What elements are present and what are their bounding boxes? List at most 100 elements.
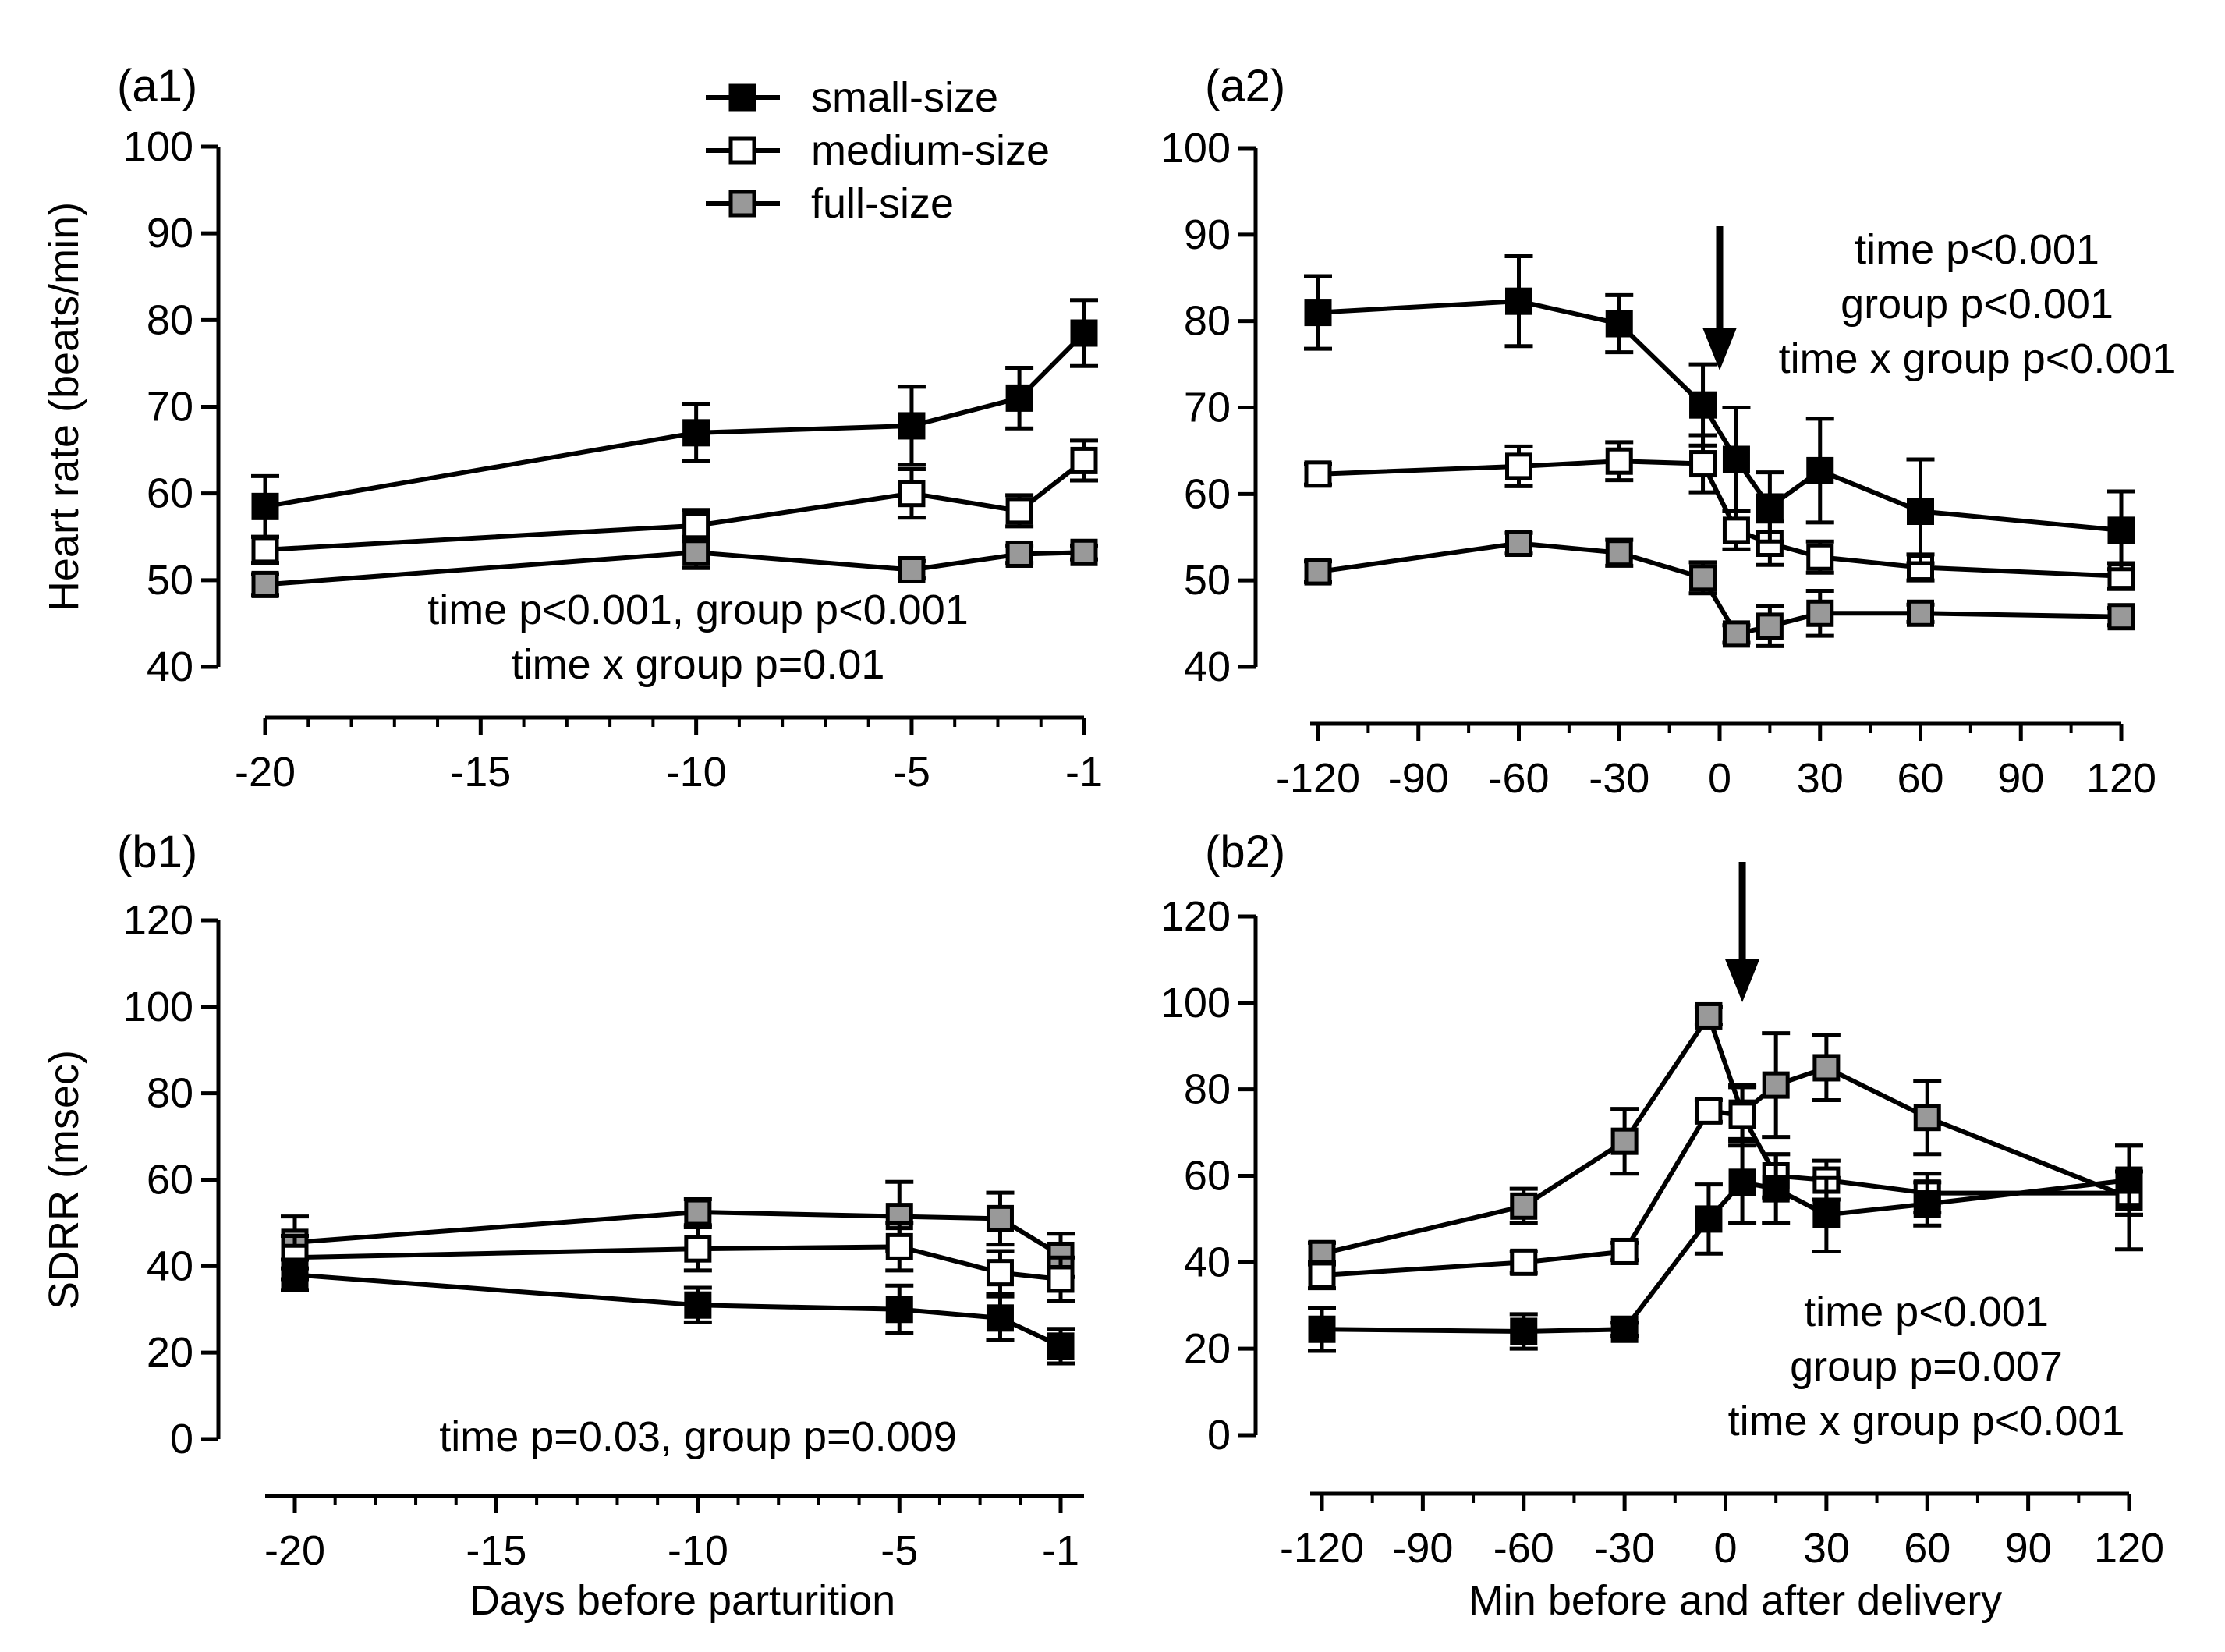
- y-tick-label: 60: [147, 1157, 193, 1204]
- panel-a2: (a2) 40 50 60 70 80 90 100 -120 -90 -60 -30 0 30 60 90 1…: [1160, 61, 2176, 802]
- data-point-small-size: [885, 1296, 913, 1324]
- panel-label: (a2): [1205, 61, 1285, 112]
- data-point-full-size: [1605, 539, 1633, 567]
- legend-item-full-size: full-size: [706, 180, 954, 227]
- data-point-small-size: [1005, 384, 1033, 412]
- data-point-small-size: [1806, 456, 1834, 484]
- data-point-medium-size: [885, 1232, 913, 1260]
- series-line-full-size: [264, 550, 1085, 587]
- legend-item-medium-size: medium-size: [706, 127, 1050, 174]
- legend-label: medium-size: [811, 127, 1050, 174]
- data-point-full-size: [986, 1204, 1014, 1232]
- series-line-full-size: [1317, 541, 2122, 637]
- y-tick-label: 70: [1184, 385, 1231, 431]
- data-point-full-size: [251, 570, 279, 598]
- delivery-arrow-head: [1725, 959, 1760, 1002]
- data-point-medium-size: [1047, 1265, 1075, 1293]
- y-tick-label: 0: [170, 1416, 193, 1462]
- data-point-full-size: [682, 538, 710, 566]
- data-point-small-size: [1812, 1200, 1841, 1228]
- data-point-small-size: [1605, 310, 1633, 338]
- data-point-small-size: [1913, 1190, 1941, 1218]
- stats-text: time x group p<0.001: [1728, 1398, 2125, 1445]
- data-point-medium-size: [986, 1259, 1014, 1287]
- data-point-medium-size: [1304, 460, 1332, 488]
- stats-text: time p<0.001, group p<0.001: [427, 587, 969, 633]
- x-tick-label: 60: [1904, 1525, 1950, 1572]
- data-point-medium-size: [1610, 1237, 1639, 1265]
- x-axis-title-days: Days before parturition: [469, 1577, 895, 1624]
- y-tick-label: 100: [123, 123, 193, 170]
- data-point-full-size: [1304, 558, 1332, 586]
- y-tick-label: 100: [123, 984, 193, 1030]
- data-point-medium-size: [1689, 450, 1717, 478]
- data-point-small-size: [251, 492, 279, 520]
- data-point-full-size: [1812, 1054, 1841, 1082]
- x-tick-label: 0: [1713, 1525, 1737, 1572]
- series-line-small-size: [294, 1272, 1062, 1349]
- data-point-medium-size: [251, 536, 279, 564]
- data-point-medium-size: [1070, 446, 1098, 474]
- legend-marker: [728, 136, 756, 165]
- data-point-small-size: [1756, 493, 1784, 521]
- data-point-medium-size: [1510, 1248, 1538, 1276]
- y-tick-label: 40: [1184, 1239, 1231, 1285]
- data-point-small-size: [1722, 445, 1750, 473]
- y-tick-label: 50: [1184, 557, 1231, 604]
- y-tick-label: 100: [1160, 125, 1231, 172]
- x-tick-label: -1: [1042, 1527, 1079, 1574]
- series-line-small-size: [264, 331, 1086, 509]
- panel-b1: (b1) 0 20 40 60 80 100 120 SDRR (msec) -20 -15 -10 -…: [41, 827, 1084, 1574]
- legend: small-size medium-size full-size: [706, 74, 1050, 227]
- data-point-small-size: [1070, 319, 1098, 347]
- data-point-full-size: [1689, 564, 1717, 592]
- panels: (a1) 40 50 60 70 80 90 100 Heart rate (beats/min…: [41, 61, 2175, 1574]
- y-tick-label: 20: [147, 1329, 193, 1376]
- data-point-small-size: [1695, 1205, 1723, 1233]
- data-point-medium-size: [684, 1235, 712, 1263]
- series-full-size: [1304, 530, 2135, 648]
- data-point-full-size: [1505, 530, 1532, 558]
- series-medium-size: [1304, 433, 2135, 591]
- y-axis-title: Heart rate (beats/min): [41, 202, 87, 612]
- data-point-small-size: [1304, 299, 1332, 327]
- data-point-small-size: [1907, 498, 1934, 525]
- x-axis-title-minutes: Min before and after delivery: [1469, 1577, 2002, 1624]
- y-tick-label: 40: [147, 1243, 193, 1289]
- x-tick-label: 120: [2094, 1525, 2164, 1572]
- series-line-full-size: [1321, 1010, 2131, 1257]
- data-point-full-size: [1762, 1071, 1790, 1099]
- y-tick-label: 120: [123, 897, 193, 944]
- y-tick-label: 80: [147, 1070, 193, 1117]
- data-point-small-size: [684, 1291, 712, 1319]
- data-point-small-size: [1728, 1168, 1756, 1196]
- y-tick-label: 80: [1184, 298, 1231, 345]
- legend-marker: [728, 83, 756, 112]
- data-point-small-size: [682, 419, 710, 447]
- data-point-medium-size: [898, 480, 926, 508]
- panel-label: (b2): [1205, 827, 1285, 877]
- data-point-small-size: [1510, 1317, 1538, 1345]
- series-small-size: [1308, 1139, 2143, 1353]
- x-tick-label: 30: [1797, 755, 1844, 802]
- data-point-medium-size: [1728, 1101, 1756, 1129]
- series-line-medium-size: [294, 1244, 1061, 1282]
- data-point-small-size: [1762, 1175, 1790, 1203]
- data-point-medium-size: [1605, 447, 1633, 475]
- data-point-medium-size: [1505, 452, 1532, 480]
- y-tick-label: 20: [1184, 1325, 1231, 1372]
- data-point-full-size: [1913, 1104, 1941, 1132]
- y-tick-label: 80: [147, 296, 193, 343]
- data-point-full-size: [1806, 599, 1834, 627]
- data-point-medium-size: [1806, 543, 1834, 571]
- data-point-small-size: [1689, 391, 1717, 419]
- data-point-full-size: [1510, 1192, 1538, 1220]
- stats-text: time x group p<0.001: [1779, 335, 2176, 382]
- y-tick-label: 100: [1160, 980, 1231, 1026]
- x-tick-label: -15: [466, 1527, 526, 1574]
- x-tick-label: -1: [1065, 749, 1103, 796]
- data-point-full-size: [1610, 1127, 1639, 1155]
- data-point-small-size: [898, 412, 926, 440]
- data-point-full-size: [2107, 603, 2135, 631]
